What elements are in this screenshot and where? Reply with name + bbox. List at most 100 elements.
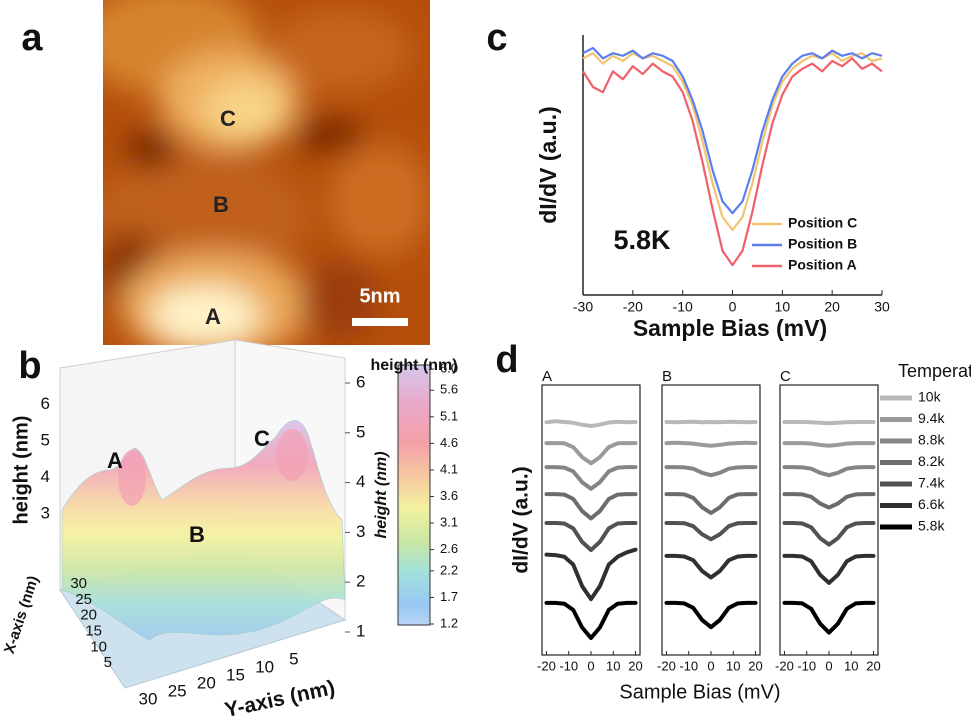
x-tick-label: 0 <box>707 658 714 673</box>
x-tick-label: 10 <box>775 299 791 315</box>
x-tick-label: 10 <box>726 658 740 673</box>
series-line <box>782 553 876 585</box>
series-line <box>544 521 638 552</box>
legend-label: 8.8k <box>918 432 945 448</box>
series-line <box>544 547 638 602</box>
annotation: A <box>205 304 221 329</box>
z-tick-label: 4 <box>356 472 365 491</box>
x-tick-label: 0 <box>729 299 737 315</box>
x-tick-label: 20 <box>748 658 762 673</box>
z-tick-label: 4 <box>41 467 50 486</box>
colorbar-tick-label: 1.2 <box>440 615 458 630</box>
legend-title: Temperature (K) <box>898 361 971 381</box>
annotation: A <box>107 448 123 473</box>
series-line <box>544 419 638 428</box>
series-line <box>782 600 876 635</box>
legend-label: 7.4k <box>918 475 945 491</box>
x-tick-label: -20 <box>657 658 676 673</box>
x-tick-label: 20 <box>628 658 642 673</box>
series-line <box>664 600 758 630</box>
series-line <box>544 465 638 491</box>
z-tick-label: 1 <box>356 621 365 640</box>
x-tick-label: 5 <box>104 654 112 671</box>
panel-label: c <box>486 17 507 59</box>
legend-label: 9.4k <box>918 410 945 426</box>
y-tick-label: 25 <box>168 681 187 700</box>
x-tick-label: 0 <box>587 658 594 673</box>
annotation: 5.8K <box>613 225 671 255</box>
x-tick-label: 30 <box>874 299 890 315</box>
x-axis-label: Sample Bias (mV) <box>633 315 827 341</box>
legend-label: 6.6k <box>918 496 945 512</box>
legend-label: Position C <box>788 215 857 231</box>
scale-bar-label: 5nm <box>359 285 400 307</box>
scale-bar <box>352 318 408 326</box>
series-line <box>782 420 876 426</box>
annotation: C <box>254 426 270 451</box>
x-tick-label: 25 <box>75 591 92 608</box>
y-axis-label: dI/dV (a.u.) <box>535 106 561 224</box>
y-tick-label: 15 <box>226 665 245 684</box>
subplot-frame <box>661 384 761 656</box>
panel-label: a <box>21 17 43 59</box>
z-axis-label-right: height (nm) <box>373 451 390 538</box>
y-axis-label: dI/dV (a.u.) <box>510 466 533 573</box>
x-tick-label: -10 <box>797 658 816 673</box>
x-tick-label: 15 <box>85 622 102 639</box>
colorbar-tick-label: 4.6 <box>440 435 458 450</box>
series-line <box>544 600 638 640</box>
series-line <box>582 46 883 215</box>
x-tick-label: 0 <box>825 658 832 673</box>
series-line <box>664 465 758 478</box>
colorbar-tick-label: 1.7 <box>440 589 458 604</box>
y-tick-label: 5 <box>289 649 298 668</box>
series-line <box>782 521 876 547</box>
legend-label: Position A <box>788 257 857 273</box>
colorbar-tick-label: 4.1 <box>440 461 458 476</box>
series-line <box>664 440 758 448</box>
x-tick-label: 20 <box>824 299 840 315</box>
annotation: B <box>189 522 205 547</box>
annotation: C <box>220 106 236 131</box>
y-tick-label: 30 <box>139 689 158 708</box>
series-line <box>582 57 883 267</box>
colorbar-tick-label: 2.2 <box>440 562 458 577</box>
legend-label: 5.8k <box>918 518 945 534</box>
colorbar-tick-label: 5.6 <box>440 382 458 397</box>
series-line <box>544 492 638 521</box>
x-tick-label: 30 <box>70 575 87 592</box>
z-tick-label: 3 <box>41 503 50 522</box>
z-tick-label: 2 <box>356 572 365 591</box>
z-tick-label: 5 <box>41 430 50 449</box>
x-axis-label: X-axis (nm) <box>1 574 42 656</box>
subplot-frame <box>779 384 879 656</box>
x-tick-label: -30 <box>573 299 593 315</box>
x-tick-label: -10 <box>559 658 578 673</box>
series-line <box>664 419 758 425</box>
x-tick-label: -20 <box>623 299 643 315</box>
colorbar-tick-label: 6.0 <box>440 360 458 375</box>
colorbar-tick-label: 5.1 <box>440 408 458 423</box>
subplot-title: B <box>662 368 672 385</box>
panel-label: b <box>18 345 41 387</box>
surface-plot <box>59 339 431 689</box>
x-tick-label: -20 <box>537 658 556 673</box>
y-tick-label: 10 <box>255 657 274 676</box>
colorbar-title: height (nm) <box>370 357 457 374</box>
z-tick-label: 3 <box>356 522 365 541</box>
legend-label: 10k <box>918 389 942 405</box>
series-line <box>782 441 876 448</box>
subplot-title: C <box>780 368 791 385</box>
x-tick-label: -20 <box>775 658 794 673</box>
x-axis-label: Sample Bias (mV) <box>619 681 780 703</box>
x-tick-label: 10 <box>90 638 107 655</box>
series-line <box>664 521 758 542</box>
z-tick-label: 5 <box>356 422 365 441</box>
x-tick-label: 10 <box>844 658 858 673</box>
x-tick-label: 10 <box>606 658 620 673</box>
subplot-title: A <box>542 368 552 385</box>
z-tick-label: 6 <box>356 372 365 391</box>
y-tick-label: 20 <box>197 673 216 692</box>
